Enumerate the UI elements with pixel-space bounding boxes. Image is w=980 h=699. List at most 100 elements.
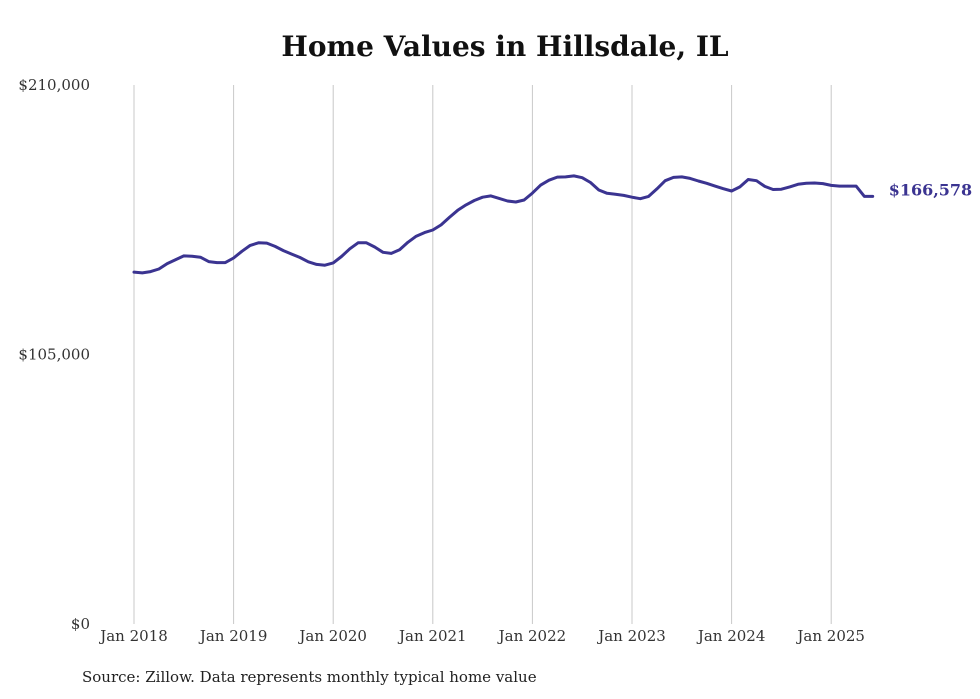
y-tick-label: $105,000 [18, 346, 90, 364]
data-point [240, 250, 244, 253]
data-point [423, 231, 426, 234]
data-point [249, 244, 252, 247]
data-point [747, 178, 750, 181]
data-point [564, 175, 567, 179]
data-point [705, 182, 708, 185]
end-value-label: $166,578 [889, 180, 973, 199]
data-point [655, 187, 659, 191]
data-point [215, 261, 219, 264]
y-axis: $0 $105,000 $210,000 [18, 76, 90, 633]
data-point [199, 256, 202, 259]
data-point [373, 245, 376, 249]
data-point [688, 177, 692, 180]
data-point [257, 241, 260, 244]
data-point [738, 185, 742, 189]
data-point [796, 183, 800, 186]
data-point [722, 187, 725, 190]
x-tick-label: Jan 2018 [98, 627, 168, 645]
source-note: Source: Zillow. Data represents monthly … [82, 668, 537, 686]
data-point [224, 261, 227, 264]
data-point [597, 188, 600, 192]
x-tick-label: Jan 2023 [596, 627, 666, 645]
end-label-layer: $166,578 [889, 180, 973, 199]
data-point [813, 181, 816, 185]
data-point [348, 247, 351, 250]
data-point [340, 255, 343, 258]
series-layer [132, 174, 875, 275]
data-point [514, 200, 517, 204]
x-tick-label: Jan 2020 [297, 627, 367, 645]
data-point [539, 183, 542, 187]
data-point [572, 174, 576, 178]
data-point [489, 194, 493, 198]
x-tick-label: Jan 2024 [696, 627, 766, 645]
grid-lines [133, 85, 832, 624]
data-point [780, 188, 783, 191]
data-point [290, 252, 293, 256]
data-point [166, 262, 169, 265]
data-point [630, 196, 634, 199]
data-point [332, 261, 335, 265]
data-point [697, 179, 700, 183]
data-point [439, 223, 443, 227]
data-point [398, 248, 401, 251]
data-point [830, 184, 833, 187]
data-point [581, 176, 584, 179]
y-tick-label: $210,000 [18, 76, 90, 94]
data-point [846, 184, 849, 188]
data-point [381, 251, 385, 254]
data-point [664, 179, 667, 182]
data-point [838, 184, 841, 188]
x-tick-label: Jan 2025 [795, 627, 865, 645]
data-point [232, 256, 235, 260]
data-point [190, 255, 194, 258]
data-point [132, 270, 136, 274]
data-point [207, 260, 210, 263]
data-point [498, 197, 501, 200]
data-point [547, 179, 551, 182]
data-point [456, 209, 459, 212]
data-point [431, 228, 434, 232]
data-point [647, 195, 650, 198]
data-point [481, 196, 484, 199]
data-point [871, 195, 874, 198]
data-point [157, 267, 161, 271]
data-point [141, 271, 144, 275]
data-point [622, 194, 625, 197]
data-point [863, 195, 866, 198]
x-axis: Jan 2018 Jan 2019 Jan 2020 Jan 2021 Jan 2022… [98, 627, 865, 645]
data-point [755, 179, 758, 182]
x-tick-label: Jan 2019 [198, 627, 268, 645]
data-point [473, 199, 476, 202]
chart-title: Home Values in Hillsdale, IL [281, 30, 729, 63]
data-point [614, 193, 617, 196]
x-tick-label: Jan 2022 [497, 627, 567, 645]
data-point [174, 258, 177, 261]
data-point [307, 260, 310, 263]
data-point [390, 252, 393, 255]
data-point [406, 241, 410, 244]
data-point [589, 181, 592, 184]
data-point [821, 182, 825, 185]
data-point [323, 264, 327, 267]
data-point [771, 188, 775, 191]
y-tick-label: $0 [71, 615, 90, 633]
x-tick-label: Jan 2021 [397, 627, 467, 645]
data-point [149, 270, 152, 273]
data-point [805, 182, 808, 185]
data-point [448, 216, 451, 219]
data-point [298, 256, 302, 259]
data-point [639, 197, 642, 200]
series-line [132, 174, 875, 275]
data-point [464, 203, 468, 207]
data-point [713, 184, 717, 188]
data-point [415, 235, 418, 238]
data-point [315, 263, 318, 266]
data-point [522, 198, 526, 202]
data-point [265, 241, 268, 245]
data-point [672, 176, 675, 179]
data-point [730, 189, 733, 193]
data-point [506, 199, 509, 203]
data-point [556, 175, 559, 179]
